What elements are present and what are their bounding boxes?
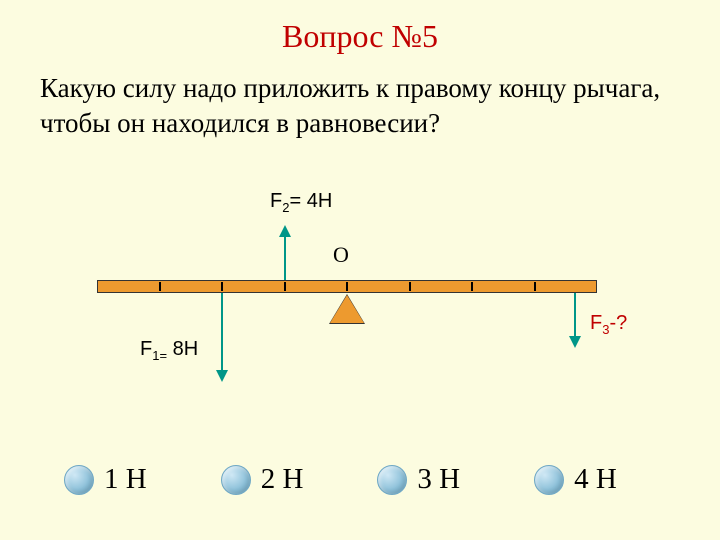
lever-diagram: OF1= 8HF2= 4HF3-? [0,250,720,430]
lever-tick [534,282,536,291]
page-title: Вопрос №5 [0,0,720,55]
force-label-f1: F1= 8H [140,338,198,363]
option-1-button[interactable] [64,465,94,495]
option-1-label: 1 Н [104,463,147,496]
force-arrow-f1 [221,293,223,371]
force-label-f3: F3-? [590,312,627,337]
option-3: 3 Н [377,463,460,496]
option-1: 1 Н [64,463,147,496]
option-4: 4 Н [534,463,617,496]
question-text: Какую силу надо приложить к правому конц… [0,55,720,140]
force-arrowhead-f2 [279,225,291,237]
lever-tick [346,282,348,291]
lever-tick [284,282,286,291]
option-2-button[interactable] [221,465,251,495]
force-arrowhead-f3 [569,336,581,348]
option-2: 2 Н [221,463,304,496]
pivot-label: O [333,242,349,268]
force-arrowhead-f1 [216,370,228,382]
option-3-label: 3 Н [417,463,460,496]
option-2-label: 2 Н [261,463,304,496]
option-4-button[interactable] [534,465,564,495]
force-label-f2: F2= 4H [270,190,332,215]
option-3-button[interactable] [377,465,407,495]
answer-options: 1 Н 2 Н 3 Н 4 Н [0,463,720,496]
lever-tick [471,282,473,291]
option-4-label: 4 Н [574,463,617,496]
force-arrow-f2 [284,236,286,280]
force-arrow-f3 [574,293,576,337]
lever-tick [409,282,411,291]
fulcrum-fill [330,295,364,323]
lever-tick [159,282,161,291]
lever-tick [221,282,223,291]
